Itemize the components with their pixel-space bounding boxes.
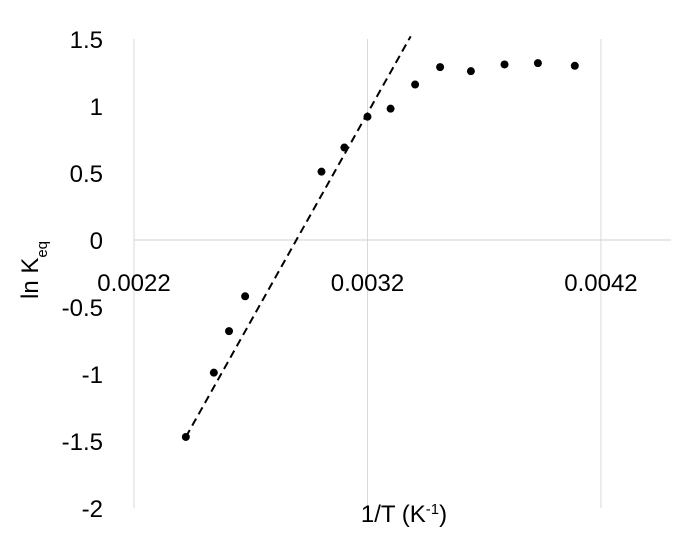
- x-tick-label-2: 0.0042: [564, 270, 637, 297]
- y-tick-label-5: -1: [82, 362, 103, 389]
- data-point-3: [241, 292, 250, 301]
- data-point-7: [386, 104, 395, 113]
- data-point-10: [466, 67, 475, 76]
- data-point-13: [570, 61, 579, 70]
- x-axis-title: 1/T (K-1): [361, 501, 447, 529]
- data-point-5: [340, 143, 349, 152]
- x-tick-label-1: 0.0032: [331, 270, 404, 297]
- data-point-11: [500, 60, 509, 69]
- y-tick-label-0: 1.5: [70, 27, 103, 54]
- y-tick-label-3: 0: [90, 228, 103, 255]
- data-point-2: [225, 327, 234, 336]
- data-point-12: [533, 59, 542, 68]
- y-tick-label-7: -2: [82, 496, 103, 523]
- data-point-9: [436, 63, 445, 72]
- trendline: [184, 35, 412, 438]
- data-point-1: [209, 368, 218, 377]
- y-tick-labels: 1.5 1 0.5 0 -0.5 -1 -1.5 -2: [62, 27, 103, 523]
- data-point-4: [317, 167, 326, 176]
- data-points: [181, 59, 579, 441]
- y-tick-label-2: 0.5: [70, 161, 103, 188]
- data-point-0: [181, 432, 190, 441]
- data-point-6: [363, 112, 372, 121]
- data-point-8: [411, 80, 420, 89]
- x-tick-label-0: 0.0022: [97, 270, 170, 297]
- y-tick-label-1: 1: [90, 94, 103, 121]
- y-axis-title: ln Keq: [17, 241, 51, 299]
- y-tick-label-6: -1.5: [62, 429, 103, 456]
- x-tick-labels: 0.0022 0.0032 0.0042: [97, 270, 637, 297]
- y-tick-label-4: -0.5: [62, 295, 103, 322]
